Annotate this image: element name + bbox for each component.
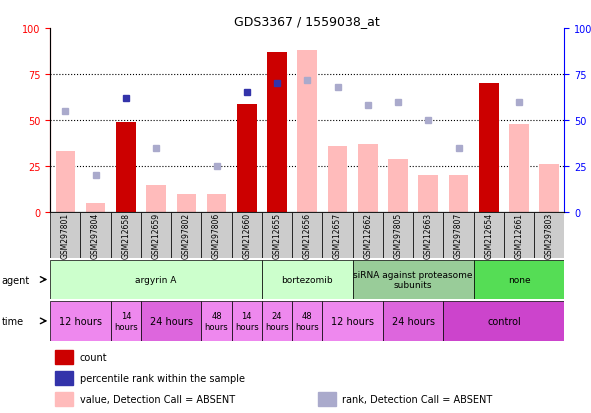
Text: GSM212660: GSM212660 (242, 212, 251, 259)
FancyBboxPatch shape (353, 213, 383, 258)
Bar (297, 51, 317, 213)
Text: GSM297807: GSM297807 (454, 212, 463, 259)
FancyBboxPatch shape (50, 213, 80, 258)
Text: GSM212663: GSM212663 (424, 212, 433, 259)
Text: GSM212657: GSM212657 (333, 212, 342, 259)
Text: argyrin A: argyrin A (135, 275, 177, 284)
Text: bortezomib: bortezomib (281, 275, 333, 284)
FancyBboxPatch shape (534, 213, 564, 258)
FancyBboxPatch shape (171, 213, 202, 258)
Text: GSM212655: GSM212655 (272, 212, 281, 259)
Text: agent: agent (2, 275, 30, 285)
FancyBboxPatch shape (111, 301, 141, 341)
Text: 24 hours: 24 hours (392, 316, 434, 326)
FancyBboxPatch shape (262, 260, 353, 299)
FancyBboxPatch shape (262, 301, 292, 341)
Bar (56, 371, 73, 385)
Bar (449, 176, 469, 213)
FancyBboxPatch shape (292, 301, 323, 341)
Text: GSM212658: GSM212658 (121, 212, 131, 259)
Text: 14
hours: 14 hours (235, 311, 259, 331)
Bar (267, 53, 287, 213)
Bar (56, 152, 75, 213)
Title: GDS3367 / 1559038_at: GDS3367 / 1559038_at (235, 15, 380, 28)
FancyBboxPatch shape (141, 301, 202, 341)
Bar (237, 104, 256, 213)
Text: GSM297803: GSM297803 (545, 212, 554, 259)
FancyBboxPatch shape (111, 213, 141, 258)
Bar (358, 145, 378, 213)
Bar (116, 123, 136, 213)
Text: 24 hours: 24 hours (150, 316, 193, 326)
FancyBboxPatch shape (323, 213, 353, 258)
Bar (317, 392, 336, 406)
FancyBboxPatch shape (443, 301, 564, 341)
Text: GSM212661: GSM212661 (515, 212, 524, 259)
Bar (418, 176, 438, 213)
Text: 14
hours: 14 hours (114, 311, 138, 331)
FancyBboxPatch shape (50, 260, 262, 299)
Text: GSM297804: GSM297804 (91, 212, 100, 259)
FancyBboxPatch shape (473, 260, 564, 299)
Bar (56, 392, 73, 406)
Text: none: none (508, 275, 530, 284)
Text: GSM297801: GSM297801 (61, 212, 70, 259)
Text: rank, Detection Call = ABSENT: rank, Detection Call = ABSENT (342, 394, 492, 404)
FancyBboxPatch shape (141, 213, 171, 258)
FancyBboxPatch shape (202, 213, 232, 258)
Text: 12 hours: 12 hours (59, 316, 102, 326)
FancyBboxPatch shape (232, 301, 262, 341)
FancyBboxPatch shape (443, 213, 473, 258)
Bar (207, 195, 226, 213)
FancyBboxPatch shape (202, 301, 232, 341)
Text: siRNA against proteasome
subunits: siRNA against proteasome subunits (353, 270, 473, 290)
Text: time: time (2, 316, 24, 326)
FancyBboxPatch shape (383, 301, 443, 341)
Text: GSM297802: GSM297802 (182, 212, 191, 259)
Text: count: count (80, 352, 107, 362)
Bar (479, 84, 499, 213)
Text: value, Detection Call = ABSENT: value, Detection Call = ABSENT (80, 394, 235, 404)
FancyBboxPatch shape (262, 213, 292, 258)
Text: GSM297805: GSM297805 (394, 212, 402, 259)
Text: 24
hours: 24 hours (265, 311, 289, 331)
Bar (146, 185, 166, 213)
FancyBboxPatch shape (413, 213, 443, 258)
Text: percentile rank within the sample: percentile rank within the sample (80, 373, 245, 383)
Bar (540, 165, 559, 213)
Bar (509, 124, 529, 213)
Text: 48
hours: 48 hours (296, 311, 319, 331)
Bar (56, 350, 73, 364)
FancyBboxPatch shape (353, 260, 473, 299)
FancyBboxPatch shape (473, 213, 504, 258)
Bar (86, 204, 105, 213)
Text: GSM212656: GSM212656 (303, 212, 312, 259)
Text: GSM212662: GSM212662 (363, 212, 372, 259)
Text: GSM297806: GSM297806 (212, 212, 221, 259)
FancyBboxPatch shape (292, 213, 323, 258)
Text: GSM212654: GSM212654 (484, 212, 493, 259)
FancyBboxPatch shape (383, 213, 413, 258)
Text: GSM212659: GSM212659 (152, 212, 161, 259)
FancyBboxPatch shape (80, 213, 111, 258)
Bar (388, 159, 408, 213)
Text: 12 hours: 12 hours (331, 316, 374, 326)
FancyBboxPatch shape (232, 213, 262, 258)
Bar (177, 195, 196, 213)
FancyBboxPatch shape (50, 301, 111, 341)
Text: control: control (487, 316, 521, 326)
FancyBboxPatch shape (504, 213, 534, 258)
FancyBboxPatch shape (323, 301, 383, 341)
Bar (328, 147, 348, 213)
Text: 48
hours: 48 hours (204, 311, 229, 331)
